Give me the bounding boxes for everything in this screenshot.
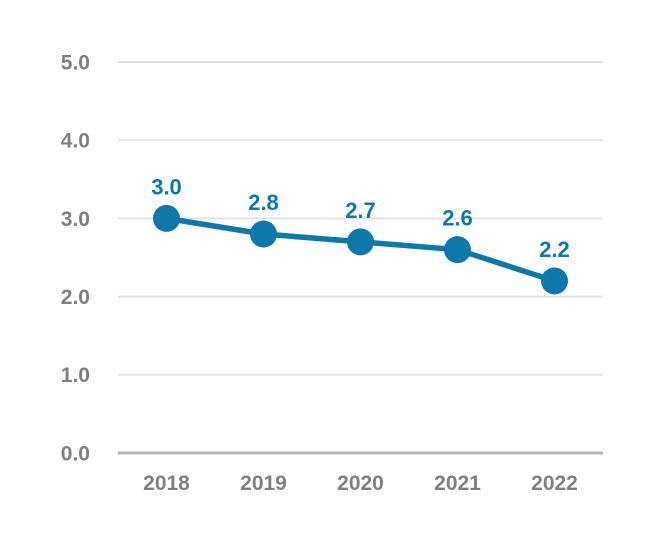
y-tick-label: 0.0 [61,442,90,465]
y-tick-label: 4.0 [61,130,90,153]
data-point-marker [444,236,471,264]
data-label: 2.8 [248,190,279,215]
y-tick-label: 2.0 [61,286,90,309]
x-tick-label: 2022 [531,472,578,495]
x-tick-label: 2020 [337,472,384,495]
data-point-marker [347,228,374,256]
x-tick-label: 2018 [143,472,190,495]
x-tick-label: 2021 [434,472,481,495]
y-tick-label: 1.0 [61,364,90,387]
data-label: 2.7 [345,198,376,223]
data-label: 3.0 [151,174,182,199]
data-point-marker [153,204,180,232]
data-label: 2.2 [539,237,570,262]
y-tick-label: 3.0 [61,208,90,231]
data-point-marker [250,220,277,248]
x-tick-label: 2019 [240,472,287,495]
data-label: 2.6 [442,206,473,231]
y-tick-label: 5.0 [61,51,90,74]
data-point-marker [541,267,568,295]
